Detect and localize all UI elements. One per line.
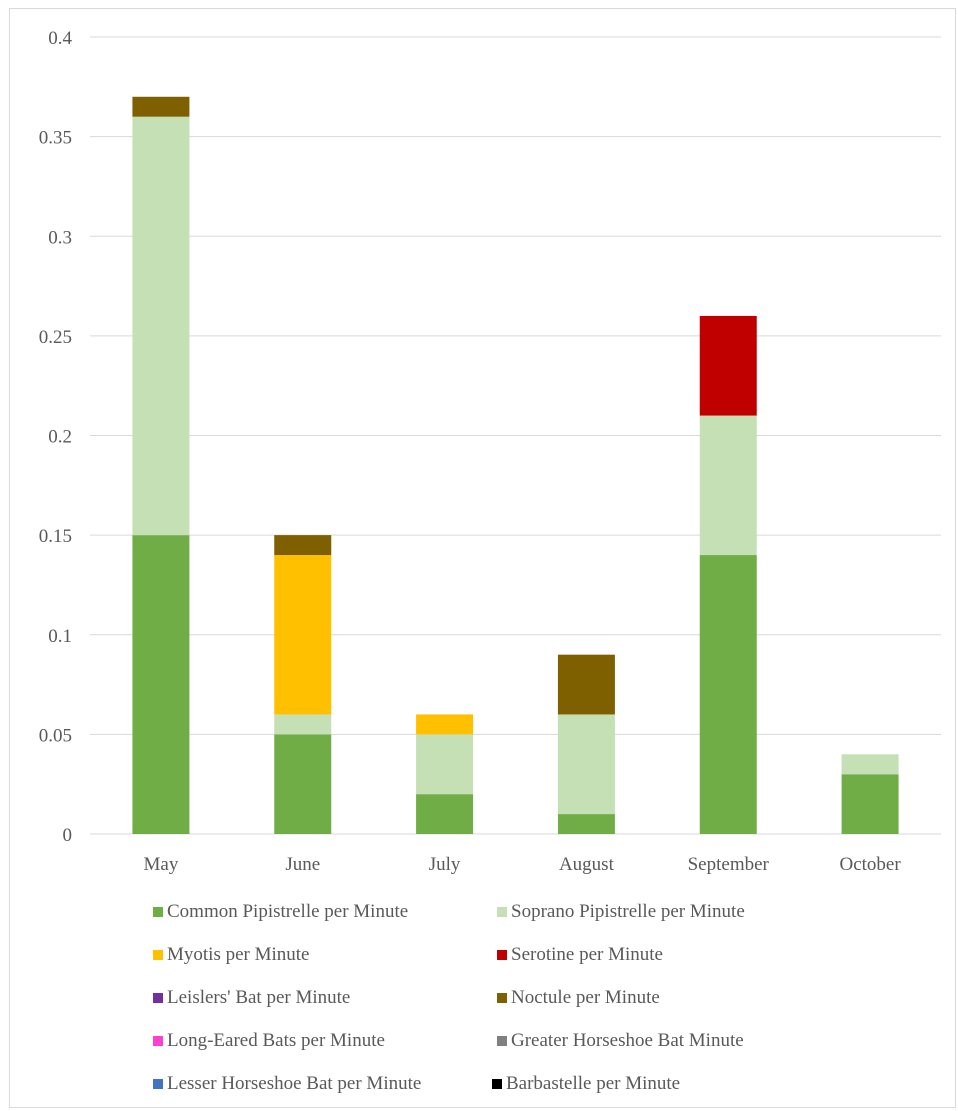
y-tick-label: 0.05 (39, 725, 72, 746)
bar-segment (416, 714, 474, 735)
y-tick-label: 0.3 (48, 227, 72, 248)
x-tick-label: June (285, 854, 320, 875)
y-tick-label: 0.1 (48, 626, 72, 647)
bar-segment (132, 535, 190, 834)
bar-segment (274, 555, 332, 715)
x-axis-ticks: May June July August September October (144, 854, 902, 875)
bar-segment (274, 714, 332, 735)
bar-segment (699, 555, 757, 834)
y-tick-label: 0 (63, 825, 73, 846)
y-tick-label: 0.2 (48, 427, 72, 448)
bar-segment (557, 814, 615, 834)
bars (132, 96, 899, 834)
bar-segment (841, 774, 899, 834)
x-tick-label: October (839, 854, 901, 875)
bar-segment (274, 535, 332, 556)
x-tick-label: July (429, 854, 461, 875)
bar-segment (557, 714, 615, 815)
y-axis-ticks: 0 0.05 0.1 0.15 0.2 0.25 0.3 0.35 0.4 (39, 28, 73, 846)
gridlines (90, 36, 941, 835)
bar-segment (132, 116, 190, 536)
bar-segment (274, 734, 332, 834)
bar-segment (416, 734, 474, 795)
y-tick-label: 0.35 (39, 128, 72, 149)
bar-segment (557, 654, 615, 715)
bar-segment (416, 794, 474, 834)
y-tick-label: 0.25 (39, 327, 72, 348)
y-tick-label: 0.15 (39, 526, 72, 547)
y-tick-label: 0.4 (48, 28, 72, 49)
bar-segment (699, 315, 757, 416)
x-tick-label: August (559, 854, 615, 875)
bar-segment (132, 96, 190, 117)
bar-segment (699, 415, 757, 556)
x-tick-label: September (688, 854, 770, 875)
x-tick-label: May (144, 854, 179, 875)
bar-segment (841, 754, 899, 775)
